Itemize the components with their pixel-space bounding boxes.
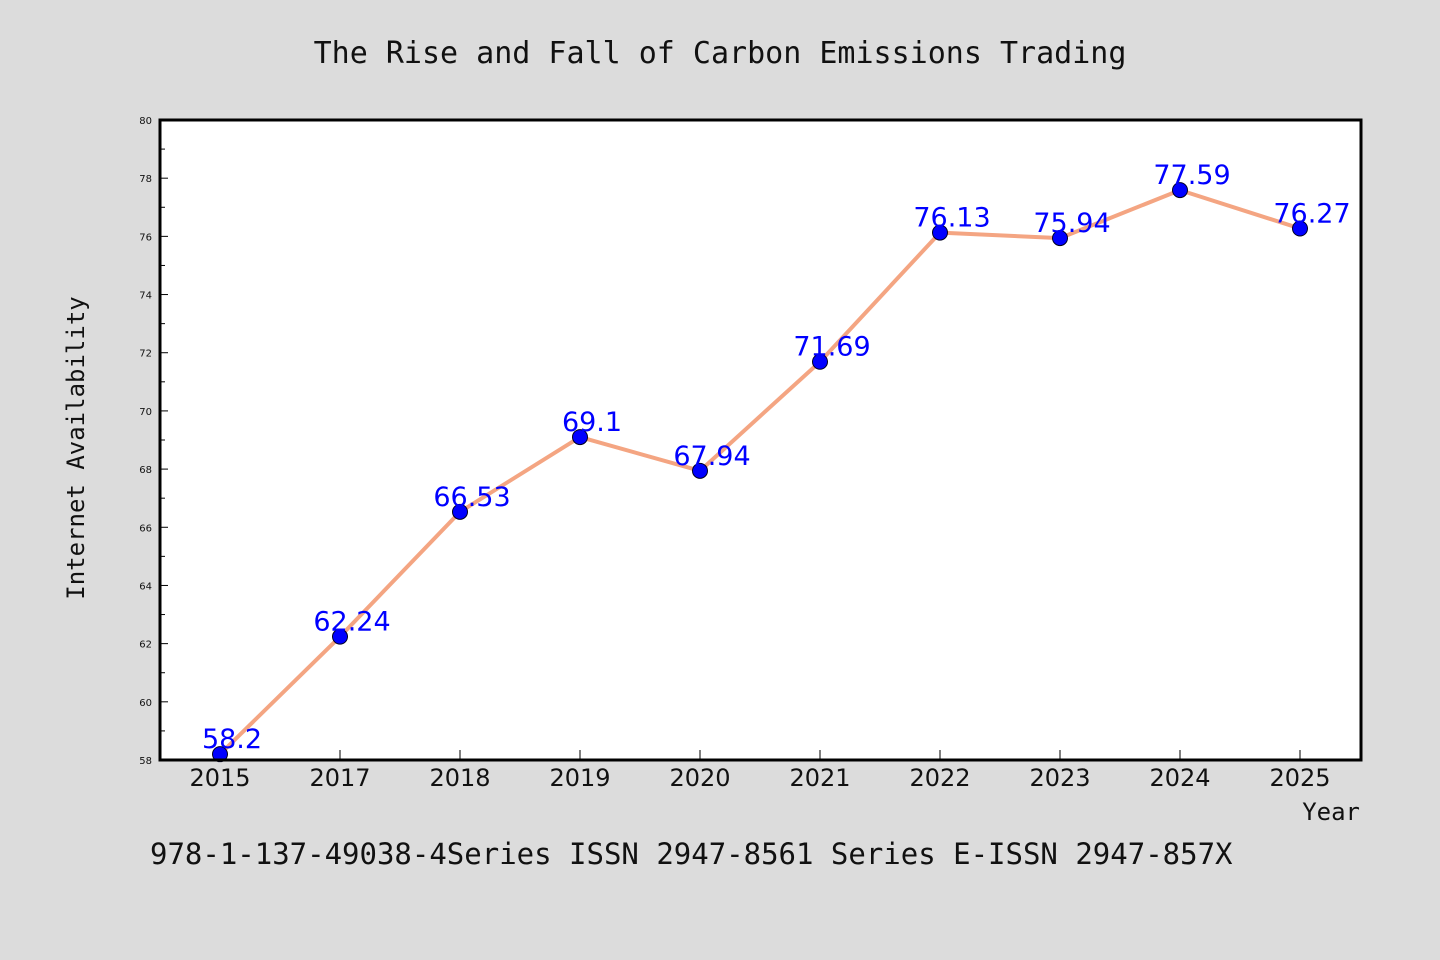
data-point: [212, 746, 228, 763]
x-tick-label: 2022: [909, 764, 970, 792]
y-tick-label: 62: [139, 640, 152, 651]
y-tick-label: 58: [139, 756, 152, 767]
x-tick-label: 2015: [189, 764, 250, 792]
x-tick-label: 2018: [429, 764, 490, 792]
x-tick-label: 2025: [1269, 764, 1330, 792]
y-tick-label: 68: [139, 465, 152, 476]
y-tick-label: 60: [139, 698, 152, 709]
data-label: 62.24: [313, 607, 390, 638]
y-tick-label: 76: [139, 232, 152, 243]
y-tick-label: 74: [139, 291, 152, 302]
data-label: 58.2: [202, 724, 262, 755]
data-point: [332, 628, 348, 645]
plot-frame: [158, 118, 1363, 762]
series-line: [218, 188, 1301, 756]
data-point: [1052, 230, 1068, 247]
data-point: [692, 462, 708, 479]
data-point: [452, 503, 468, 520]
data-label: 66.53: [433, 482, 510, 513]
x-tick-label: 2019: [549, 764, 610, 792]
data-point: [812, 353, 828, 370]
y-tick-label: 78: [139, 174, 152, 185]
data-point: [1292, 220, 1308, 237]
y-tick-label: 72: [139, 349, 152, 360]
data-labels: 58.2 62.24 66.53 69.1 67.94 71.69 76.13 75.94 77…: [202, 160, 1351, 755]
data-label: 76.13: [913, 203, 990, 234]
x-axis: 2015 2017 2018 2019 2020 2021 2022 2023 2024 2025: [189, 750, 1331, 792]
y-tick-label: 80: [139, 116, 152, 127]
data-label: 75.94: [1033, 208, 1110, 239]
x-tick-label: 2020: [669, 764, 730, 792]
data-label: 67.94: [673, 441, 750, 472]
data-label: 71.69: [793, 332, 870, 363]
x-axis-label: Year: [1302, 798, 1360, 826]
y-tick-label: 64: [139, 581, 152, 592]
x-tick-label: 2017: [309, 764, 370, 792]
x-tick-label: 2024: [1149, 764, 1210, 792]
y-axis-label: Internet Availability: [62, 296, 90, 599]
footer-isbn-text: 978-1-137-49038-4Series ISSN 2947-8561 S…: [150, 837, 1233, 871]
y-tick-label: 70: [139, 407, 152, 418]
data-label: 69.1: [562, 407, 622, 438]
data-point: [932, 224, 948, 241]
plot-area: [160, 120, 1361, 760]
series-line-group: [212, 182, 1308, 763]
y-axis: 58 60 62 64 66 68 70 72 74 76 78 80: [139, 116, 168, 767]
chart-title: The Rise and Fall of Carbon Emissions Tr…: [314, 36, 1127, 71]
data-label: 77.59: [1153, 160, 1230, 191]
data-point: [1172, 182, 1188, 199]
data-label: 76.27: [1273, 199, 1350, 230]
y-tick-label: 66: [139, 523, 152, 534]
data-point: [572, 429, 588, 446]
x-tick-label: 2023: [1029, 764, 1090, 792]
x-tick-label: 2021: [789, 764, 850, 792]
